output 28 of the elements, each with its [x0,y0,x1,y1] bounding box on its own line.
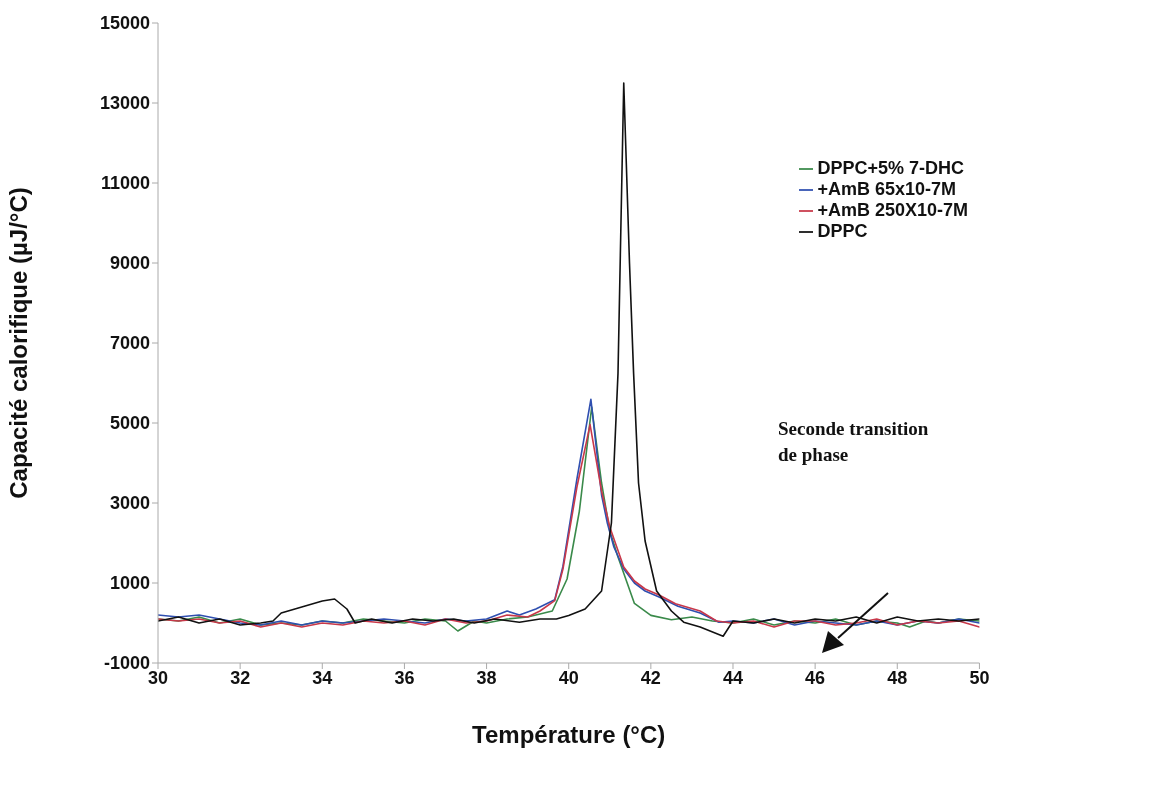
x-tick-label: 40 [558,667,579,688]
legend-label: DPPC+5% 7-DHC [817,158,964,178]
legend-label: +AmB 65x10-7M [817,179,956,199]
line-series [158,82,980,637]
y-tick-label: 3000 [109,493,150,514]
y-tick-label: 1000 [109,573,150,594]
y-tick-label: 7000 [109,333,150,354]
legend-label: DPPC [817,221,868,241]
x-tick-label: 48 [887,667,908,688]
x-tick-label: 44 [722,667,744,688]
y-tick-label: 13000 [99,93,150,114]
x-tick-label: 36 [394,667,415,688]
x-tick-label: 50 [969,667,990,688]
x-tick-label: 42 [640,667,661,688]
y-tick-label: 9000 [109,253,150,274]
x-tick-label: 38 [476,667,497,688]
legend-label: +AmB 250X10-7M [817,200,968,220]
y-tick-label: 15000 [99,13,150,34]
y-axis-title: Capacité calorifique (µJ/°C) [4,187,32,499]
y-tick-label: 11000 [100,173,150,194]
x-tick-label: 32 [230,667,251,688]
annotation: Seconde transition de phase [778,417,930,467]
x-axis-title: Température (°C) [472,721,666,748]
x-tick-label: 30 [147,667,169,688]
y-tick-label: 5000 [109,413,150,434]
x-tick-label: 34 [312,667,333,688]
x-tick-label: 46 [805,667,826,688]
y-tick-label: -1000 [103,653,150,674]
